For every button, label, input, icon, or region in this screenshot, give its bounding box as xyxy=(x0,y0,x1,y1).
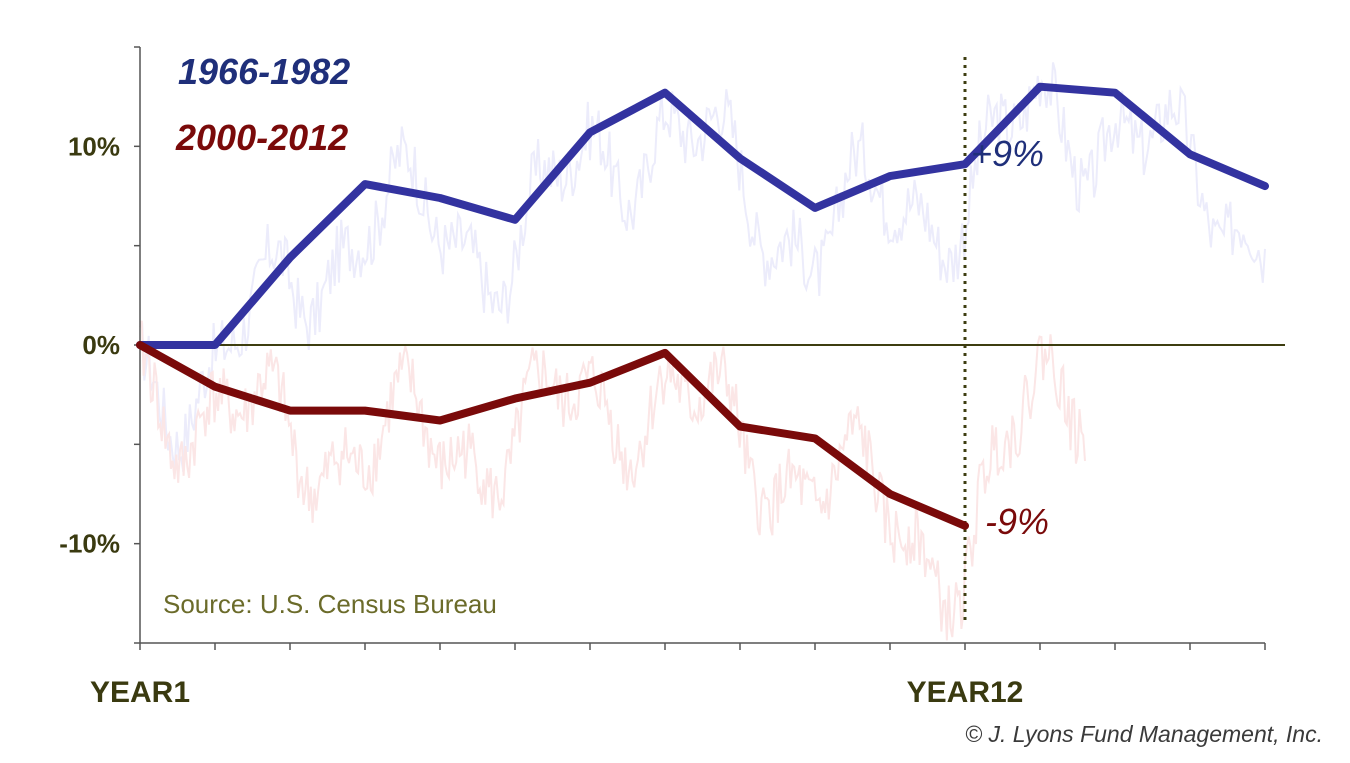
background-noise-layer xyxy=(139,62,1266,641)
y-tick-label: -10% xyxy=(59,529,120,559)
x-tick-label-year12: YEAR12 xyxy=(907,676,1024,709)
y-tick-labels: 10% 0% -10% xyxy=(59,131,120,558)
x-tick-label-year1: YEAR1 xyxy=(90,676,190,709)
series-line-1966-1982 xyxy=(136,82,1269,349)
y-tick-label: 10% xyxy=(68,131,120,161)
legend-2000-2012: 2000-2012 xyxy=(175,117,348,158)
annotation-minus-9: -9% xyxy=(985,501,1049,542)
source-note: Source: U.S. Census Bureau xyxy=(163,589,497,619)
annotation-plus-9: +9% xyxy=(971,133,1044,174)
series-line-2000-2012 xyxy=(136,341,969,530)
legend-1966-1982: 1966-1982 xyxy=(178,51,350,92)
x-tick-labels: YEAR1 YEAR12 xyxy=(90,676,1023,709)
copyright-credit: © J. Lyons Fund Management, Inc. xyxy=(965,721,1323,747)
y-tick-label: 0% xyxy=(82,330,120,360)
background-noise-line xyxy=(139,62,1266,473)
series-layer xyxy=(136,82,1269,530)
background-noise-line xyxy=(139,320,1086,641)
